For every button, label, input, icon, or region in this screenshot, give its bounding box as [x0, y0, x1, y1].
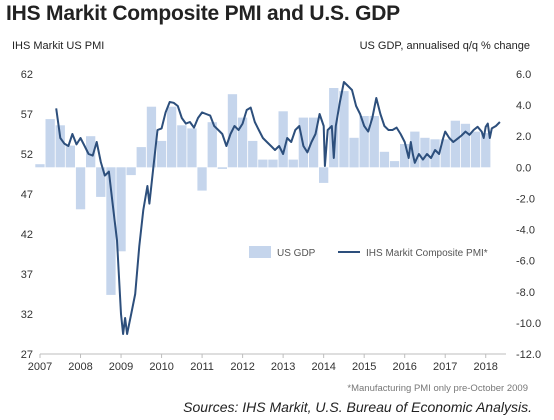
left-tick-label-47: 47	[21, 189, 33, 201]
left-tick-label-27: 27	[21, 349, 33, 361]
gdp-bar-0	[35, 164, 45, 168]
x-tick-label-2013: 2013	[271, 361, 295, 373]
right-tick-label-9: -12.0	[516, 349, 541, 361]
gdp-bar-44	[481, 133, 491, 168]
gdp-bar-10	[136, 147, 146, 168]
gdp-bar-8	[116, 167, 126, 252]
gdp-bar-25	[288, 159, 298, 168]
gdp-bar-29	[329, 88, 339, 168]
tick-labels: 27 32 37 42 47 52 57 62 6.0 4.0 2.0 0.0 -2.0 -4.0 -6.0…	[21, 69, 541, 373]
pmi-line-group	[55, 81, 501, 335]
x-tick-label-2012: 2012	[230, 361, 254, 373]
x-tick-label-2010: 2010	[149, 361, 173, 373]
right-tick-label-4: -2.0	[516, 193, 535, 205]
gdp-bar-11	[146, 106, 157, 168]
x-tick-label-2016: 2016	[392, 361, 416, 373]
gdp-bar-42	[460, 123, 471, 168]
x-tick-label-2018: 2018	[473, 361, 497, 373]
gdp-bars	[35, 88, 491, 295]
x-tick-label-2009: 2009	[109, 361, 133, 373]
left-tick-label-62: 62	[21, 69, 33, 81]
gdp-bar-24	[278, 111, 288, 168]
gdp-bar-36	[400, 144, 410, 168]
x-tick-label-2011: 2011	[190, 361, 214, 373]
gdp-bar-38	[420, 137, 430, 168]
gdp-bar-27	[308, 117, 319, 168]
gdp-bar-16	[197, 167, 207, 191]
right-tick-label-3: 0.0	[516, 162, 531, 174]
gdp-bar-17	[207, 122, 217, 168]
source-note: Sources: IHS Markit, U.S. Bureau of Econ…	[183, 399, 532, 415]
gdp-bar-40	[440, 139, 450, 168]
gdp-bar-34	[379, 151, 390, 168]
x-tick-label-2014: 2014	[311, 361, 335, 373]
legend-pmi-label: IHS Markit Composite PMI*	[366, 248, 488, 259]
left-tick-label-37: 37	[21, 269, 33, 281]
gdp-bar-20	[237, 117, 248, 168]
gdp-bar-6	[96, 167, 106, 197]
legend-gdp-label: US GDP	[277, 248, 316, 259]
gdp-bar-13	[167, 106, 177, 168]
right-tick-label-0: 6.0	[516, 69, 531, 81]
gdp-bar-30	[339, 91, 349, 168]
footnote: *Manufacturing PMI only pre-October 2009	[347, 383, 528, 394]
right-tick-label-5: -4.0	[516, 225, 535, 237]
legend-gdp-swatch	[249, 246, 271, 258]
left-axis-label: IHS Markit US PMI	[12, 40, 105, 52]
gdp-bar-15	[187, 128, 197, 168]
right-tick-label-8: -10.0	[516, 318, 541, 330]
gdp-bar-3	[65, 145, 75, 168]
right-tick-label-6: -6.0	[516, 256, 535, 268]
gdp-bar-4	[75, 167, 86, 210]
left-tick-label-52: 52	[21, 149, 33, 161]
gdp-bar-12	[156, 140, 167, 168]
pmi-line	[55, 81, 501, 335]
legend: US GDP IHS Markit Composite PMI*	[249, 246, 488, 259]
x-tick-label-2017: 2017	[433, 361, 457, 373]
x-tick-label-2015: 2015	[352, 361, 376, 373]
gdp-bar-37	[410, 131, 420, 168]
gdp-bar-39	[430, 139, 440, 168]
gdp-bar-23	[268, 159, 278, 168]
gdp-bar-22	[258, 159, 268, 168]
gdp-bar-5	[86, 136, 96, 168]
gdp-bar-1	[45, 119, 55, 168]
right-tick-label-2: 2.0	[516, 131, 531, 143]
left-tick-label-32: 32	[21, 309, 33, 321]
gdp-bar-18	[217, 167, 227, 169]
right-tick-label-1: 4.0	[516, 100, 531, 112]
gdp-bar-21	[248, 140, 258, 168]
gdp-bar-32	[359, 116, 369, 168]
gdp-bar-43	[470, 131, 481, 168]
gdp-bar-2	[55, 125, 65, 168]
x-tick-label-2008: 2008	[68, 361, 92, 373]
gdp-bar-33	[369, 116, 379, 168]
left-tick-label-57: 57	[21, 109, 33, 121]
gdp-bar-31	[349, 137, 359, 168]
gdp-bar-7	[106, 167, 116, 295]
x-tick-label-2007: 2007	[28, 361, 52, 373]
chart-title: IHS Markit Composite PMI and U.S. GDP	[6, 2, 400, 25]
axes	[39, 353, 506, 358]
gdp-bar-35	[389, 161, 400, 168]
right-tick-label-7: -8.0	[516, 287, 535, 299]
gdp-bar-14	[177, 125, 187, 168]
right-axis-label: US GDP, annualised q/q % change	[359, 40, 530, 52]
gdp-bar-9	[126, 167, 136, 176]
gdp-bar-28	[319, 167, 329, 183]
left-tick-label-42: 42	[21, 229, 33, 241]
gdp-bar-41	[450, 120, 460, 168]
